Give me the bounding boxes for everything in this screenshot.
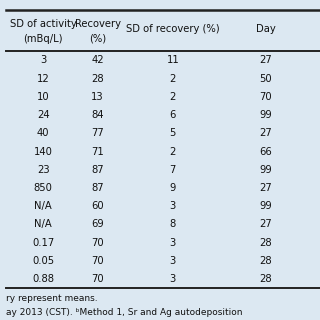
Text: 3: 3	[170, 238, 176, 248]
Text: 10: 10	[37, 92, 50, 102]
Text: 0.88: 0.88	[32, 274, 54, 284]
Text: 50: 50	[259, 74, 272, 84]
Text: 6: 6	[170, 110, 176, 120]
Text: 13: 13	[91, 92, 104, 102]
Text: 2: 2	[170, 92, 176, 102]
Text: 27: 27	[259, 220, 272, 229]
Text: 69: 69	[91, 220, 104, 229]
Text: N/A: N/A	[34, 220, 52, 229]
Text: 28: 28	[259, 256, 272, 266]
Text: 60: 60	[91, 201, 104, 211]
Text: 70: 70	[91, 238, 104, 248]
Text: 0.05: 0.05	[32, 256, 54, 266]
Text: 66: 66	[259, 147, 272, 156]
Text: 3: 3	[170, 256, 176, 266]
Text: 87: 87	[91, 165, 104, 175]
Text: Day: Day	[256, 24, 276, 34]
Text: Recovery: Recovery	[75, 19, 121, 29]
Text: ry represent means.: ry represent means.	[6, 294, 98, 303]
Text: 70: 70	[259, 92, 272, 102]
Text: 27: 27	[259, 183, 272, 193]
Text: 28: 28	[91, 74, 104, 84]
Text: 3: 3	[40, 55, 46, 65]
Text: 99: 99	[259, 201, 272, 211]
Text: 3: 3	[170, 201, 176, 211]
Text: 42: 42	[91, 55, 104, 65]
Text: SD of activity: SD of activity	[10, 19, 76, 29]
Text: 99: 99	[259, 110, 272, 120]
Text: SD of recovery (%): SD of recovery (%)	[126, 24, 220, 34]
Text: 850: 850	[34, 183, 52, 193]
Text: 77: 77	[91, 128, 104, 138]
Text: 28: 28	[259, 274, 272, 284]
Text: 2: 2	[170, 147, 176, 156]
Text: 84: 84	[91, 110, 104, 120]
Text: 99: 99	[259, 165, 272, 175]
Text: 24: 24	[37, 110, 50, 120]
Text: ay 2013 (CST). ᵇMethod 1, Sr and Ag autodeposition: ay 2013 (CST). ᵇMethod 1, Sr and Ag auto…	[6, 308, 243, 316]
Text: 40: 40	[37, 128, 50, 138]
Text: (%): (%)	[89, 34, 106, 44]
Text: 70: 70	[91, 274, 104, 284]
Text: 27: 27	[259, 128, 272, 138]
Text: 11: 11	[166, 55, 179, 65]
Text: 23: 23	[37, 165, 50, 175]
Text: 7: 7	[170, 165, 176, 175]
Text: 71: 71	[91, 147, 104, 156]
Text: 3: 3	[170, 274, 176, 284]
Text: N/A: N/A	[34, 201, 52, 211]
Text: 70: 70	[91, 256, 104, 266]
Text: 5: 5	[170, 128, 176, 138]
Text: (mBq/L): (mBq/L)	[23, 34, 63, 44]
Text: 2: 2	[170, 74, 176, 84]
Text: 28: 28	[259, 238, 272, 248]
Text: 27: 27	[259, 55, 272, 65]
Text: 12: 12	[37, 74, 50, 84]
Text: 8: 8	[170, 220, 176, 229]
Text: 87: 87	[91, 183, 104, 193]
Text: 0.17: 0.17	[32, 238, 54, 248]
Text: 9: 9	[170, 183, 176, 193]
Text: 140: 140	[34, 147, 52, 156]
